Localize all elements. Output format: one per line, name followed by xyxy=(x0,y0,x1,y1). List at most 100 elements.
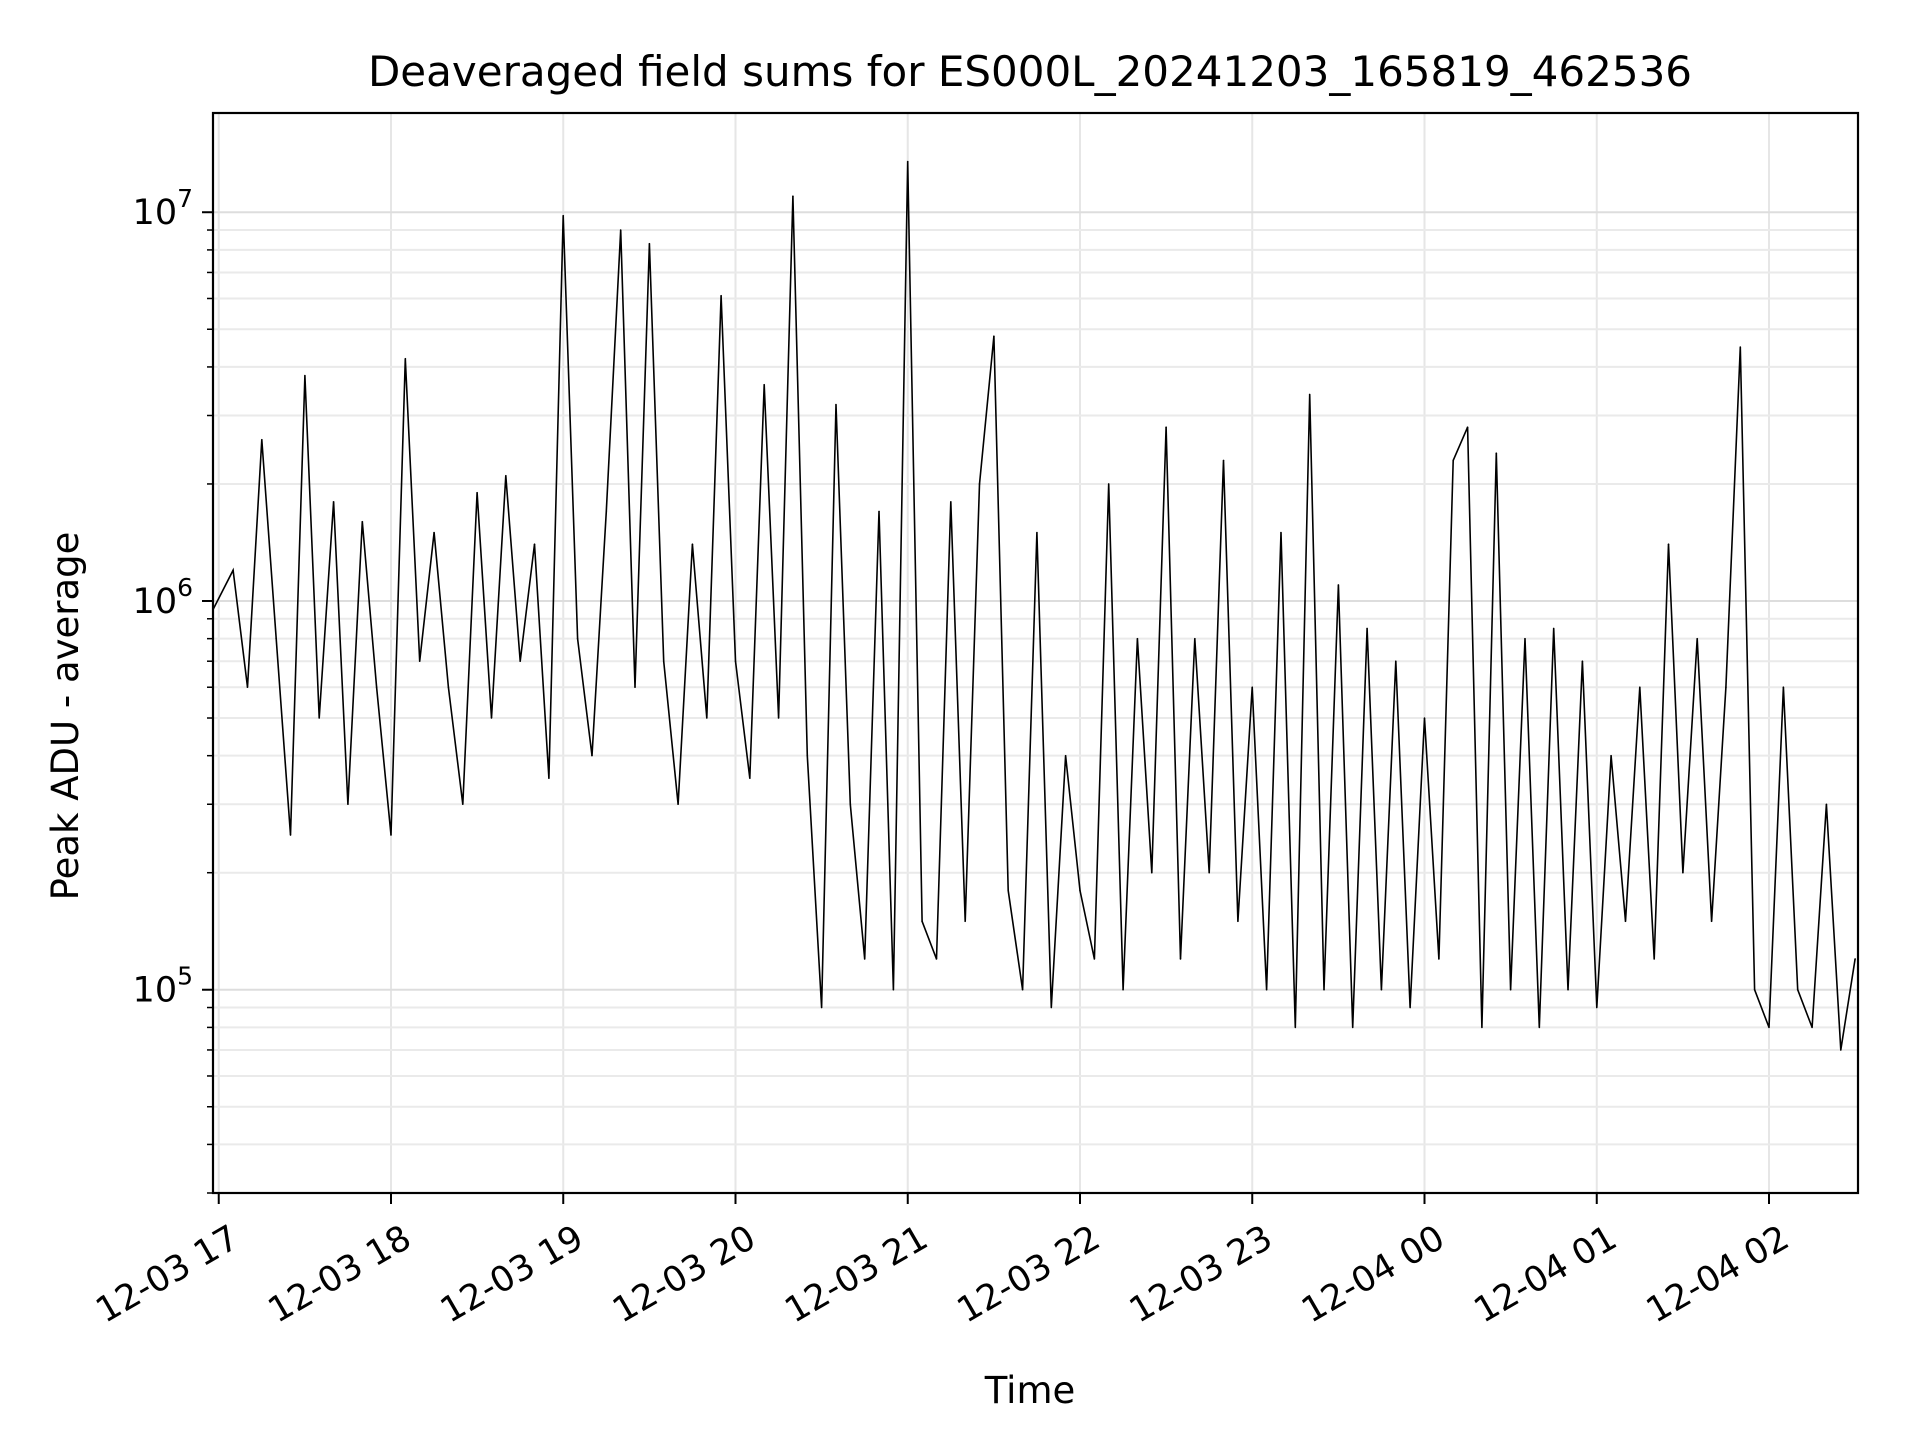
x-axis-label: Time xyxy=(984,1369,1076,1412)
data-point xyxy=(1639,686,1641,689)
data-point xyxy=(950,500,952,503)
data-point xyxy=(261,438,263,441)
data-point xyxy=(863,958,866,960)
data-point xyxy=(1409,1006,1411,1009)
data-point xyxy=(677,803,679,806)
data-point xyxy=(906,160,909,163)
data-point xyxy=(332,500,335,503)
data-point xyxy=(1438,958,1440,960)
data-point xyxy=(447,686,450,689)
data-point xyxy=(619,229,622,231)
data-point xyxy=(1466,426,1469,428)
data-point xyxy=(1581,660,1584,663)
data-point xyxy=(1208,871,1210,874)
y-tick-base: 10 xyxy=(133,582,178,622)
data-point xyxy=(375,686,378,689)
data-point xyxy=(720,294,722,297)
data-point xyxy=(878,510,880,513)
chart-title: Deaveraged field sums for ES000L_2024120… xyxy=(368,47,1692,96)
data-point xyxy=(849,803,852,806)
data-point xyxy=(1682,871,1684,874)
data-point xyxy=(361,520,364,523)
data-point xyxy=(792,195,794,197)
data-point xyxy=(921,920,923,923)
data-point xyxy=(1825,803,1828,806)
data-point xyxy=(1036,531,1038,534)
data-point xyxy=(1538,1026,1541,1029)
data-point xyxy=(1280,531,1282,534)
data-point xyxy=(1294,1026,1297,1029)
data-point xyxy=(806,754,809,757)
series-layer xyxy=(213,160,1856,1051)
data-point xyxy=(1696,637,1699,640)
y-tick-label: 106 xyxy=(133,573,193,622)
data-point xyxy=(1854,958,1856,960)
data-point xyxy=(1753,988,1756,991)
data-point xyxy=(1007,889,1010,892)
data-point xyxy=(763,383,766,386)
y-tick-exponent: 5 xyxy=(177,962,193,991)
data-point xyxy=(634,686,636,689)
data-point xyxy=(1107,483,1110,485)
data-point xyxy=(734,660,737,663)
data-point xyxy=(548,777,550,780)
data-point xyxy=(1237,920,1239,923)
data-point xyxy=(418,660,421,663)
data-point xyxy=(1667,543,1670,545)
plot-frame xyxy=(211,111,1860,1195)
data-point xyxy=(1725,686,1727,689)
data-point xyxy=(1524,637,1526,640)
data-point xyxy=(562,214,565,217)
data-point xyxy=(1509,988,1512,991)
data-point xyxy=(705,717,708,719)
data-point xyxy=(246,686,249,689)
data-point xyxy=(1194,637,1196,640)
data-point xyxy=(1093,958,1096,960)
data-point xyxy=(1337,584,1340,586)
data-point xyxy=(304,374,306,377)
data-point xyxy=(1653,958,1655,960)
y-tick-base: 10 xyxy=(133,971,178,1011)
data-point xyxy=(533,543,536,545)
data-point xyxy=(275,637,277,640)
y-tick-exponent: 6 xyxy=(177,573,193,602)
data-point xyxy=(749,777,751,780)
data-point xyxy=(648,242,651,245)
data-point xyxy=(1452,459,1455,462)
data-point xyxy=(289,834,292,836)
data-point xyxy=(1079,889,1081,892)
data-point xyxy=(993,335,995,337)
data-point xyxy=(1610,754,1612,757)
data-point xyxy=(1050,1006,1053,1009)
data-point xyxy=(1552,627,1555,630)
data-point xyxy=(1222,459,1225,462)
data-point xyxy=(591,754,593,757)
data-point xyxy=(1366,627,1368,630)
data-point xyxy=(892,988,895,991)
series-points xyxy=(213,160,1856,1051)
data-point xyxy=(935,958,938,960)
data-point xyxy=(576,637,579,640)
data-point xyxy=(318,717,321,719)
y-axis-label: Peak ADU - average xyxy=(44,532,87,901)
data-point xyxy=(835,403,837,406)
data-point xyxy=(232,569,234,572)
data-point xyxy=(1567,988,1569,991)
y-tick-label: 105 xyxy=(133,962,193,1011)
data-point xyxy=(1150,871,1153,874)
data-point xyxy=(1351,1026,1354,1029)
data-point xyxy=(490,717,493,719)
data-point xyxy=(519,660,521,663)
data-point xyxy=(1380,988,1383,991)
data-point xyxy=(820,1006,823,1009)
data-point xyxy=(1768,1026,1770,1029)
data-point xyxy=(1165,426,1167,428)
data-point xyxy=(1251,686,1254,689)
data-point xyxy=(404,357,407,360)
data-point xyxy=(1394,660,1397,663)
data-point xyxy=(1624,920,1627,923)
